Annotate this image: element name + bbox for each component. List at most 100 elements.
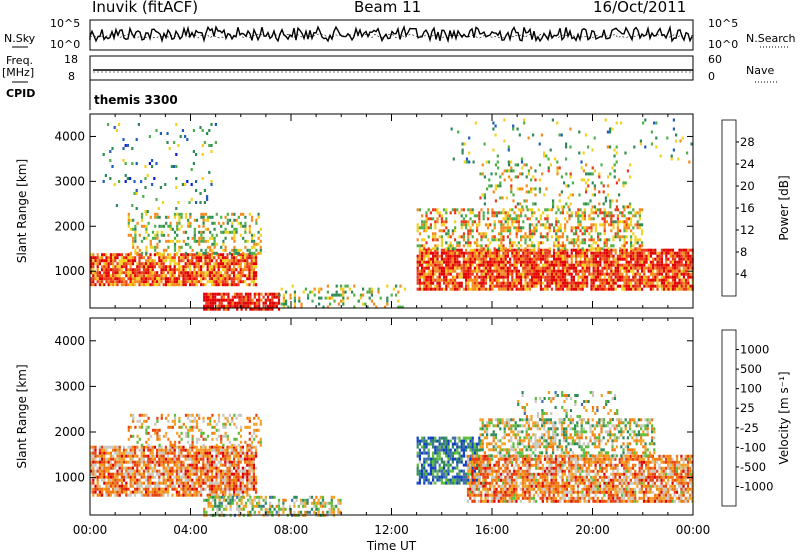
power-cell [641,251,644,255]
power-cell [685,284,688,288]
power-cell [504,247,507,251]
power-cell [609,145,612,149]
power-cell [462,263,465,267]
power-cell [604,118,607,122]
power-cell [656,278,659,282]
power-cell [676,275,679,279]
power-cell [218,292,221,296]
power-cell [197,271,200,275]
power-cell [553,269,556,273]
power-cell [418,263,421,267]
power-cell [575,241,578,245]
velocity-cell [191,457,194,461]
velocity-cell [191,469,194,473]
power-cell [581,266,584,270]
power-cell [649,254,652,258]
power-cell [463,160,466,164]
power-cell [471,278,474,282]
power-cell [665,248,668,252]
velocity-cell [239,484,242,488]
power-cell [237,251,240,255]
power-cell [449,251,452,255]
power-cell [209,301,212,305]
power-cell [160,277,163,281]
power-region-2 [127,212,262,255]
velocity-cell [145,463,148,467]
velocity-cell [197,448,200,452]
power-cell [101,256,104,260]
velocity-cell [175,490,178,494]
power-cell [471,254,474,258]
velocity-cell [127,472,130,476]
power-cell [465,157,469,161]
power-cell [90,262,93,266]
power-cell [524,251,527,255]
velocity-cell [235,454,238,458]
power-cell [636,226,639,230]
power-cell [149,242,152,246]
power-cell [129,233,133,237]
velocity-cell [208,469,211,473]
power-cell [280,287,283,291]
power-cell [493,257,496,261]
velocity-cell [195,445,198,449]
power-cell [149,277,152,281]
power-cell [502,217,505,221]
power-cell [230,283,233,287]
power-cell [142,256,145,260]
power-cell [602,184,605,188]
power-cell [456,263,459,267]
power-cell [246,256,249,260]
power-cell [621,275,624,279]
velocity-cell [211,493,214,497]
power-cell [445,266,448,270]
velocity-cell [175,493,178,497]
velocity-cell [241,475,244,479]
velocity-cell [103,448,106,452]
velocity-cell [219,460,222,464]
power-cell [581,214,584,218]
velocity-cell [142,454,145,458]
power-cell [211,265,214,269]
power-cell [547,157,550,161]
power-cell [570,263,573,267]
power-cell [131,268,134,272]
power-cell [601,211,604,215]
power-cell [489,278,492,282]
power-cell [526,272,529,276]
velocity-cell [255,481,258,485]
velocity-cell [228,460,231,464]
power-cell [484,275,487,279]
power-cell [248,271,251,275]
power-cell [632,257,635,261]
power-cell [173,253,176,257]
power-cell [484,232,487,236]
power-cell [487,223,490,227]
power-cell [207,295,210,299]
power-cell [191,280,194,284]
power-cell [224,268,227,272]
velocity-cell [252,472,255,476]
power-cell [641,260,644,264]
power-cell [219,274,222,278]
power-cell [564,266,567,270]
power-cell [445,232,448,236]
power-cell [509,238,512,242]
velocity-cell [193,469,196,473]
power-cell [432,263,435,267]
power-cell [608,260,611,264]
power-cell [438,281,441,285]
power-cell [531,235,534,239]
power-cell [500,269,503,273]
velocity-cell [162,490,165,494]
power-cell [590,251,593,255]
power-cell [572,241,575,245]
power-cell [219,271,222,275]
power-cell [682,269,685,273]
power-cell [166,132,169,135]
power-cell [525,190,528,194]
power-cell [627,284,630,288]
power-cell [489,251,492,255]
power-cell [120,256,123,260]
power-cell [131,262,134,266]
